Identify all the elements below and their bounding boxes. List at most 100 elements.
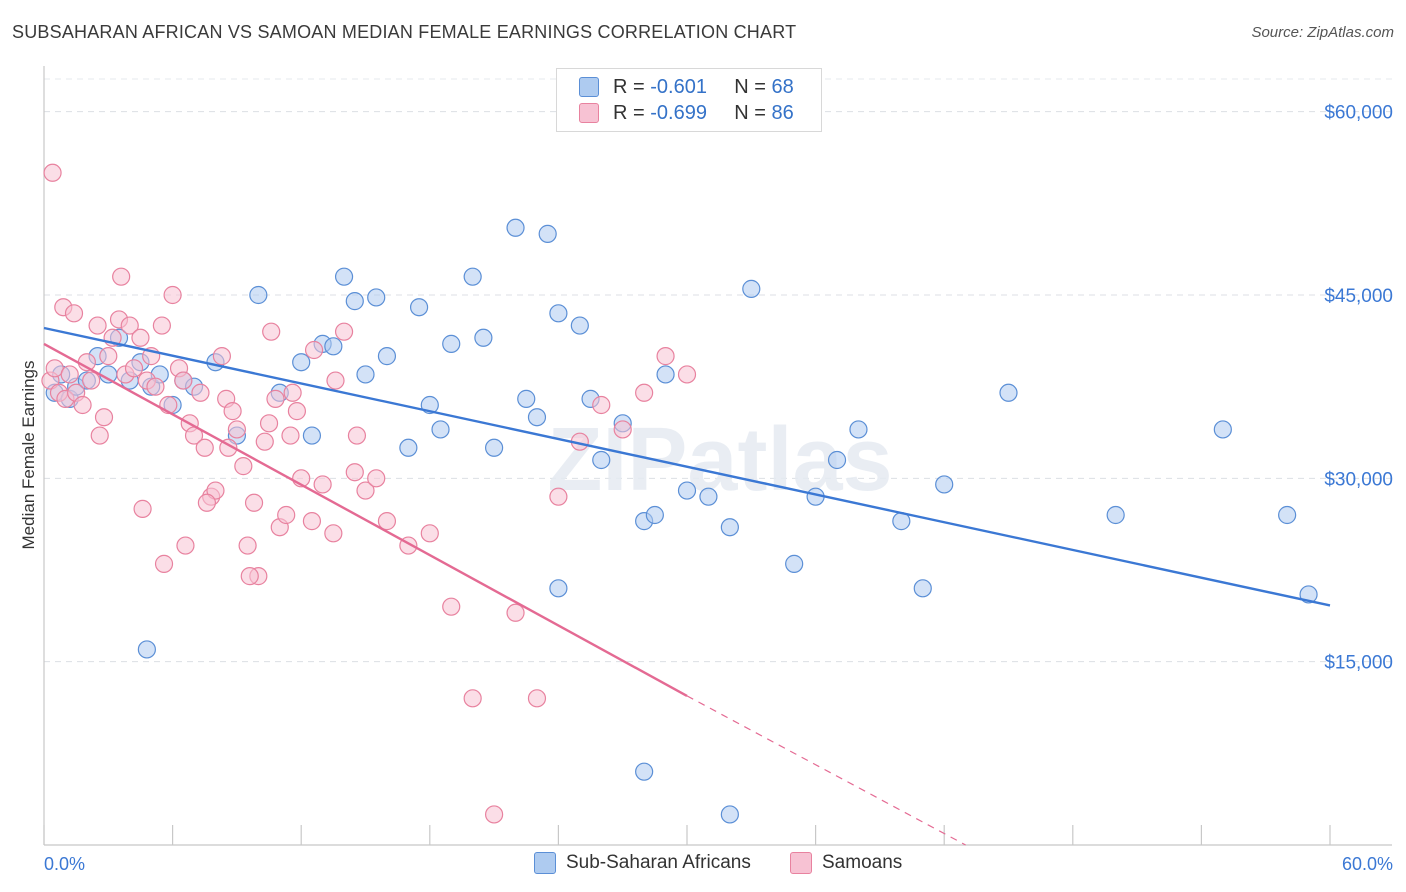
legend-n-label: N =: [734, 75, 766, 98]
data-point: [592, 450, 611, 470]
data-point: [538, 224, 557, 243]
legend-r-value: -0.699: [650, 101, 707, 124]
data-point: [431, 420, 450, 439]
data-point: [326, 371, 345, 390]
data-point: [656, 365, 675, 384]
data-point: [720, 518, 739, 537]
bottom-legend-swatch-blue: [534, 852, 556, 874]
data-point: [999, 383, 1018, 402]
data-point: [367, 288, 386, 307]
data-point: [485, 805, 504, 824]
data-point: [506, 218, 525, 237]
trend-line: [686, 695, 966, 846]
data-point: [356, 365, 375, 384]
data-point: [302, 426, 322, 445]
data-point: [174, 371, 193, 390]
data-point: [334, 322, 354, 341]
data-point: [133, 499, 152, 518]
data-point: [592, 395, 611, 415]
data-point: [94, 408, 114, 427]
bottom-legend-samoan: Samoans: [790, 852, 902, 874]
data-point: [656, 347, 675, 366]
data-point: [517, 389, 536, 408]
data-point: [137, 640, 156, 659]
data-point: [249, 285, 268, 305]
data-point: [1278, 505, 1297, 525]
data-point: [827, 450, 847, 470]
data-point: [262, 322, 281, 341]
data-point: [677, 365, 697, 384]
data-point: [82, 371, 101, 390]
y-axis-label: Median Female Earnings: [19, 361, 38, 550]
data-point: [570, 316, 589, 335]
data-point: [64, 304, 84, 323]
data-point: [244, 493, 264, 512]
data-point: [463, 267, 482, 286]
data-point: [313, 475, 332, 494]
data-point: [73, 395, 92, 415]
data-point: [345, 463, 364, 482]
bottom-legend-sub-saharan: Sub-Saharan Africans: [534, 852, 751, 874]
trend-line: [43, 342, 688, 697]
data-point: [485, 438, 504, 457]
data-point: [277, 505, 296, 525]
legend-n-value: 86: [771, 101, 794, 124]
data-point: [420, 524, 439, 543]
data-point: [281, 426, 300, 445]
y-tick-label: $30,000: [1324, 469, 1393, 490]
legend-row-samoan: R = -0.699 N = 86: [579, 101, 794, 125]
data-point: [742, 279, 761, 298]
data-point: [112, 267, 131, 286]
series-points: [45, 218, 1318, 824]
bottom-legend-swatch-pink: [790, 852, 812, 874]
data-point: [409, 298, 429, 317]
trend-lines: [43, 326, 1331, 846]
data-point: [287, 402, 307, 421]
data-point: [146, 377, 165, 396]
x-tick-max: 60.0%: [1342, 854, 1393, 874]
data-point: [442, 597, 461, 616]
legend-r-label: R =: [613, 101, 645, 124]
y-tick-label: $45,000: [1324, 286, 1393, 307]
data-point: [549, 487, 568, 506]
data-point: [131, 328, 150, 347]
data-point: [124, 359, 144, 378]
correlation-legend: R = -0.601 N = 68 R = -0.699 N = 86: [556, 68, 822, 132]
data-point: [152, 316, 171, 335]
data-point: [849, 420, 868, 439]
trend-line: [43, 326, 1331, 607]
data-point: [377, 512, 397, 531]
y-tick-labels: $15,000 $30,000 $45,000 $60,000: [1324, 103, 1393, 674]
data-point: [935, 475, 954, 494]
data-points: [41, 163, 1318, 824]
data-point: [645, 505, 664, 525]
data-point: [785, 554, 804, 573]
data-point: [195, 438, 214, 457]
legend-row-sub-saharan: R = -0.601 N = 68: [579, 75, 794, 99]
data-point: [176, 536, 195, 555]
data-point: [197, 493, 216, 512]
data-point: [234, 457, 253, 476]
data-point: [677, 481, 697, 500]
data-point: [442, 334, 461, 353]
data-point: [699, 487, 718, 506]
data-point: [90, 426, 109, 445]
data-point: [191, 383, 210, 402]
data-point: [635, 383, 654, 402]
data-point: [240, 567, 259, 586]
data-point: [334, 267, 354, 286]
data-point: [345, 292, 364, 311]
data-point: [367, 469, 386, 488]
data-point: [120, 316, 139, 335]
axes: [43, 66, 1392, 846]
data-point: [259, 414, 279, 433]
data-point: [163, 285, 182, 305]
data-point: [913, 579, 932, 598]
data-point: [43, 163, 62, 182]
legend-r-value: -0.601: [650, 75, 707, 98]
data-point: [223, 402, 242, 421]
data-point: [88, 316, 107, 335]
legend-r-label: R =: [613, 75, 645, 98]
data-point: [302, 512, 322, 531]
